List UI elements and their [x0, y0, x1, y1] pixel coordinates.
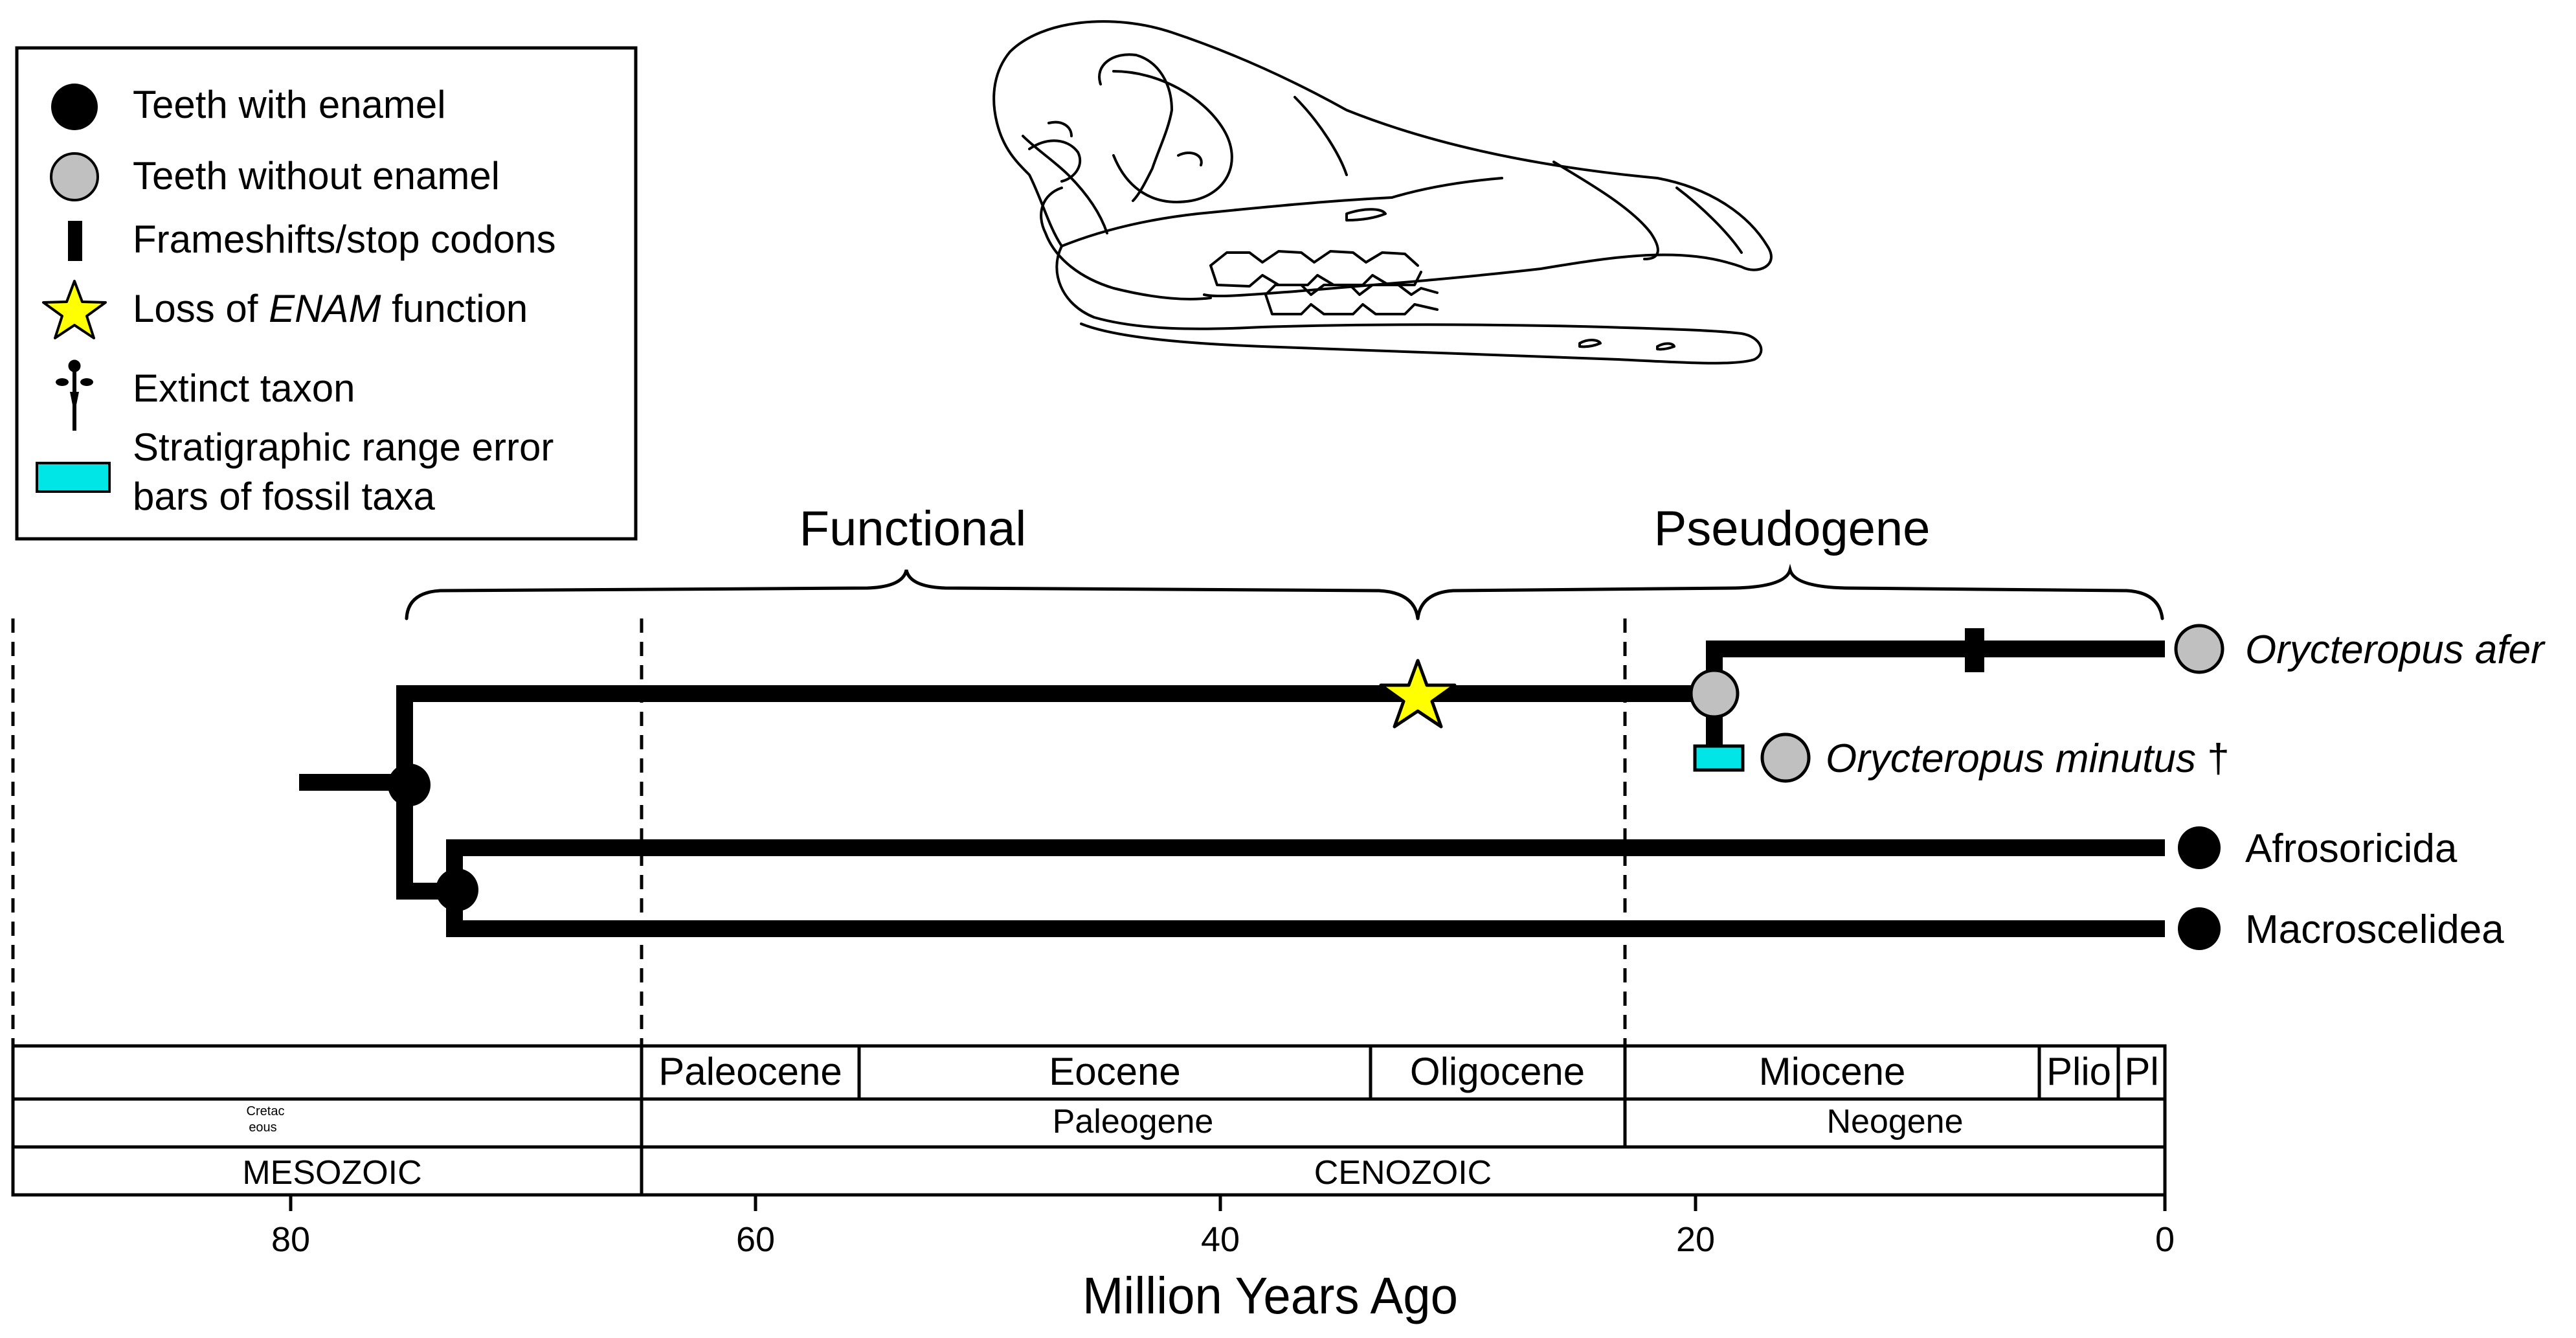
epoch-oligocene: Oligocene [1410, 1050, 1585, 1093]
period-paleogene: Paleogene [1053, 1103, 1214, 1140]
timescale-labels: Paleocene Eocene Oligocene Miocene Plio … [242, 1050, 2158, 1192]
pseudogene-label: Pseudogene [1654, 501, 1931, 556]
pseudogene-brace [1416, 563, 2164, 620]
macroscelidea-tip-enamel [2178, 907, 2221, 950]
afer-tip-no-enamel [2174, 624, 2224, 674]
legend-label-teeth-with-enamel: Teeth with enamel [133, 83, 446, 126]
taxon-label-minutus-name: Orycteropus minutus [1826, 736, 2196, 781]
gray-circle-icon [50, 152, 99, 201]
aardvark-node-no-enamel [1689, 668, 1740, 719]
legend-label-strat-line1: Stratigraphic range error [133, 425, 554, 469]
era-mesozoic: MESOZOIC [242, 1154, 421, 1192]
functional-brace [405, 569, 1420, 620]
x-tick-labels: 80 60 40 20 0 [271, 1220, 2175, 1259]
epoch-eocene: Eocene [1049, 1050, 1181, 1093]
brackets [405, 563, 2164, 620]
legend-label-loss-pre: Loss of [133, 287, 269, 330]
legend-label-loss-of-enam: Loss of ENAM function [133, 287, 528, 330]
taxon-label-orycteropus-afer: Orycteropus afer [2245, 628, 2546, 672]
guide-lines [11, 618, 1627, 1046]
inner-node-enamel [436, 868, 478, 911]
epoch-plio: Plio [2046, 1050, 2111, 1093]
minutus-tip-no-enamel [1760, 732, 1811, 783]
functional-label: Functional [800, 501, 1027, 556]
timescale [11, 1044, 2167, 1197]
black-circle-icon [51, 84, 98, 130]
x-tick-label-80: 80 [271, 1220, 310, 1259]
legend-label-strat-line2: bars of fossil taxa [133, 475, 436, 518]
epoch-miocene: Miocene [1759, 1050, 1906, 1093]
legend-box [15, 46, 638, 541]
legend-label-frameshifts: Frameshifts/stop codons [133, 218, 556, 261]
taxon-label-orycteropus-minutus: Orycteropus minutus † [1826, 736, 2230, 781]
x-tick-label-0: 0 [2155, 1220, 2175, 1259]
legend-label-teeth-without-enamel: Teeth without enamel [133, 154, 500, 198]
legend-label-loss-post: function [381, 287, 528, 330]
yellow-star-icon [42, 280, 107, 339]
afrosoricida-tip-enamel [2178, 826, 2221, 869]
x-axis-label: Million Years Ago [1082, 1267, 1458, 1324]
legend-label-loss-em: ENAM [269, 287, 381, 330]
taxon-label-minutus-dagger: † [2207, 736, 2229, 781]
x-axis [289, 1195, 2167, 1211]
timescale-frame [11, 1044, 2167, 1197]
legend: Teeth with enamel Teeth without enamel F… [15, 46, 638, 541]
period-neogene: Neogene [1826, 1103, 1963, 1140]
x-tick-label-20: 20 [1676, 1220, 1715, 1259]
period-cretaceous-line2: eous [249, 1120, 276, 1135]
epoch-pl: Pl [2124, 1050, 2158, 1093]
loss-of-enam-star-icon [1379, 659, 1457, 729]
minutus-range-bar [1693, 744, 1745, 772]
cyan-box-icon [36, 462, 111, 493]
aardvark-skull-drawing [992, 20, 1773, 365]
period-cretaceous-line1: Cretac [247, 1104, 285, 1118]
taxon-label-afrosoricida: Afrosoricida [2245, 826, 2458, 871]
frameshift-marker [1965, 628, 1984, 672]
epoch-paleocene: Paleocene [658, 1050, 842, 1093]
era-cenozoic: CENOZOIC [1314, 1154, 1492, 1192]
legend-label-extinct-taxon: Extinct taxon [133, 367, 355, 410]
root-node-enamel [388, 764, 431, 806]
x-tick-label-40: 40 [1201, 1220, 1240, 1259]
black-bar-icon [68, 221, 82, 261]
phylogeny [299, 641, 2165, 937]
x-tick-label-60: 60 [736, 1220, 775, 1259]
taxon-label-macroscelidea: Macroscelidea [2245, 907, 2504, 952]
dagger-icon [56, 359, 93, 431]
